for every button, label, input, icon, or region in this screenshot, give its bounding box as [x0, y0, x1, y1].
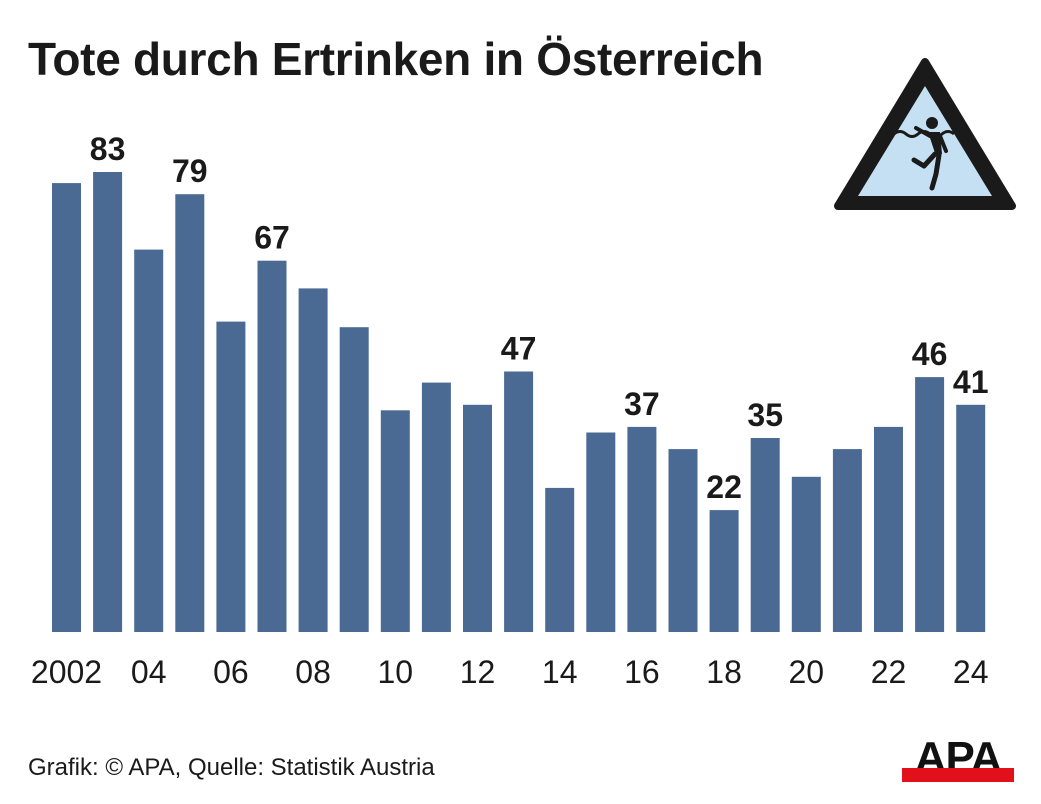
bar-2020: [791, 476, 821, 632]
bar-2021: [832, 449, 862, 632]
bar-2019: [750, 438, 780, 632]
chart-title: Tote durch Ertrinken in Österreich: [28, 33, 764, 85]
data-label-2005: 79: [172, 153, 208, 189]
bar-2013: [504, 371, 534, 632]
bar-2008: [298, 288, 328, 632]
x-tick-label-2016: 16: [624, 654, 660, 690]
x-tick-label-2024: 24: [953, 654, 989, 690]
bar-2005: [175, 194, 205, 632]
bar-2010: [380, 410, 410, 632]
x-tick-label-2002: 2002: [31, 654, 102, 690]
bar-2016: [627, 426, 657, 632]
apa-logo-bar: [902, 768, 1014, 782]
data-label-2003: 83: [90, 131, 126, 167]
data-label-2013: 47: [501, 331, 537, 367]
bar-2017: [668, 449, 698, 632]
bar-2022: [874, 426, 903, 632]
bar-2014: [545, 487, 575, 632]
data-label-2019: 35: [747, 397, 783, 433]
apa-logo: APA: [902, 736, 1014, 782]
data-label-2016: 37: [624, 386, 660, 422]
x-tick-label-2008: 08: [295, 654, 331, 690]
x-tick-label-2006: 06: [213, 654, 249, 690]
bar-2007: [257, 260, 287, 632]
bar-2012: [463, 404, 492, 632]
source-credit: Grafik: © APA, Quelle: Statistik Austria: [28, 754, 435, 781]
bar-2011: [421, 382, 451, 632]
x-tick-label-2020: 20: [789, 654, 825, 690]
drowning-warning-icon: [834, 58, 1016, 210]
bar-2009: [339, 327, 369, 632]
x-tick-label-2022: 22: [871, 654, 907, 690]
data-label-2007: 67: [254, 220, 290, 256]
data-label-2023: 46: [912, 336, 948, 372]
bar-2024: [956, 404, 986, 632]
x-tick-label-2012: 12: [460, 654, 496, 690]
x-tick-label-2004: 04: [131, 654, 167, 690]
bar-2002: [52, 183, 81, 632]
bar-2004: [134, 249, 164, 632]
x-tick-label-2018: 18: [706, 654, 742, 690]
data-label-2018: 22: [706, 469, 742, 505]
bar-2015: [586, 432, 616, 632]
x-tick-label-2010: 10: [378, 654, 414, 690]
x-tick-label-2014: 14: [542, 654, 578, 690]
bar-2018: [709, 510, 739, 632]
data-label-2024: 41: [953, 364, 989, 400]
bar-2003: [93, 172, 123, 632]
bar-2023: [915, 377, 945, 632]
bar-2006: [216, 321, 246, 632]
